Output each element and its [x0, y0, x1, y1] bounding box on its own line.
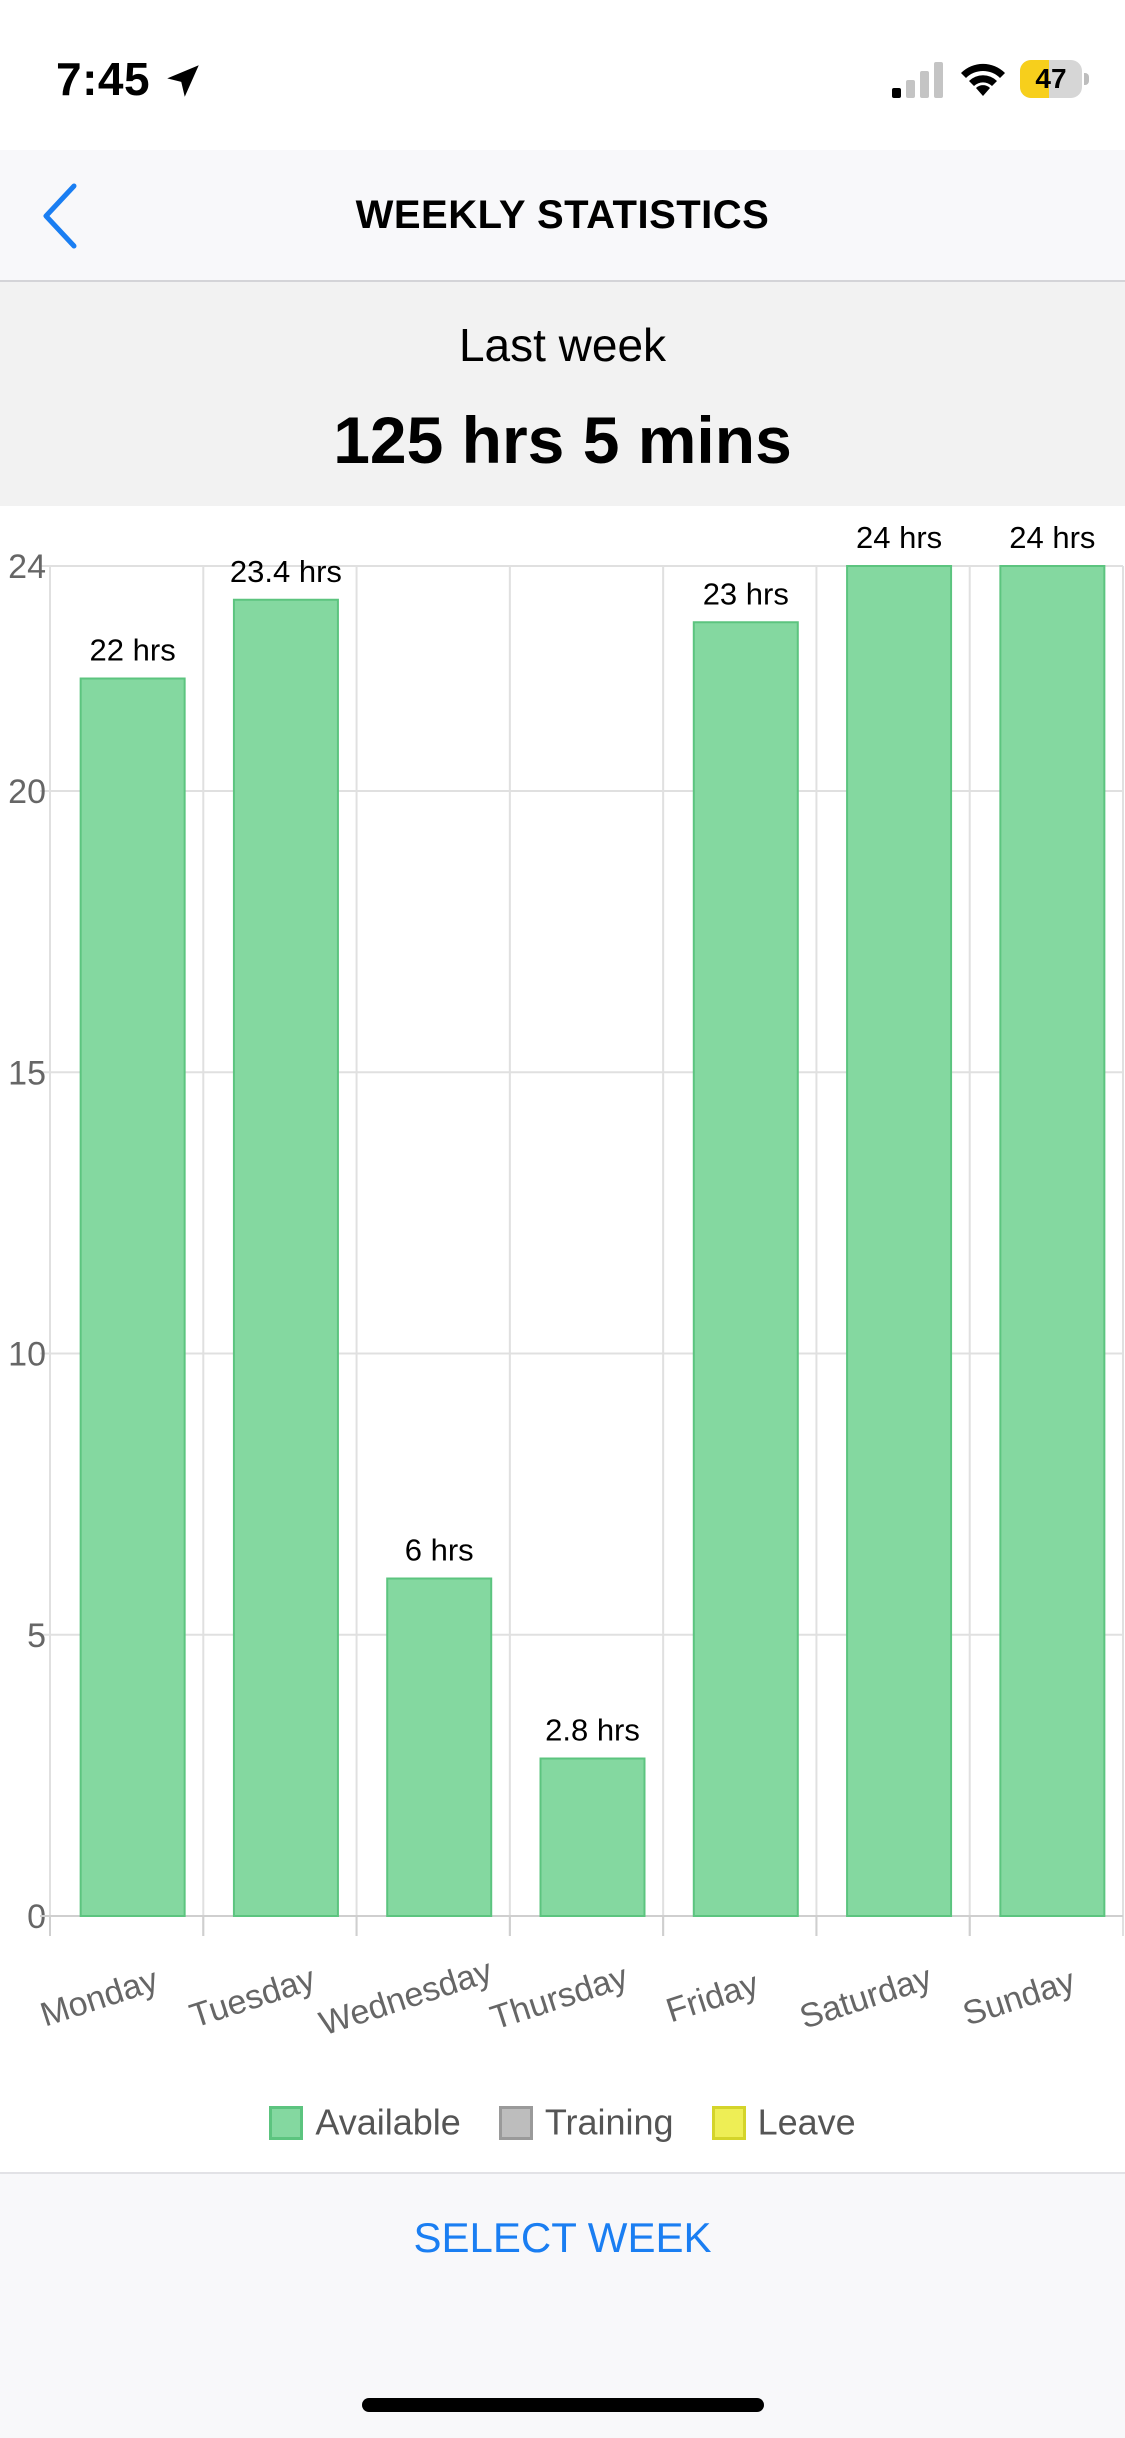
summary-panel: Last week 125 hrs 5 mins [0, 282, 1125, 506]
y-tick-label: 5 [27, 1617, 46, 1655]
status-time: 7:45 [56, 53, 151, 105]
data-label: 23 hrs [703, 576, 789, 611]
y-tick-label: 20 [8, 773, 46, 811]
legend-swatch-available [269, 2105, 304, 2140]
bar-friday [692, 621, 799, 1917]
battery-level: 47 [1035, 63, 1067, 94]
legend-swatch-training [498, 2105, 533, 2140]
weekly-hours-chart: 0 5 10 15 20 24 22 hrs Monday 23.4 hrs Tuesday 6 h… [8, 520, 1124, 2043]
x-tick-label: Tuesday [185, 1960, 320, 2036]
legend-swatch-leave [711, 2105, 746, 2140]
location-arrow-icon [167, 65, 199, 97]
footer-bar: SELECT WEEK [0, 2172, 1125, 2438]
legend-item-leave[interactable]: Leave [711, 2099, 856, 2143]
x-tick-label: Sunday [958, 1962, 1079, 2034]
total-hours: 125 hrs 5 mins [333, 403, 792, 477]
navigation-bar: WEEKLY STATISTICS [0, 150, 1125, 282]
data-label: 2.8 hrs [545, 1713, 640, 1748]
x-tick-label: Saturday [795, 1958, 936, 2036]
cellular-signal-icon [892, 62, 943, 98]
data-label: 24 hrs [1009, 520, 1095, 555]
chevron-left-icon [43, 183, 77, 249]
status-bar: 7:45 47 [0, 0, 1125, 150]
x-tick-label: Wednesday [315, 1952, 497, 2043]
bar-monday [79, 677, 186, 1917]
x-tick-label: Thursday [486, 1958, 633, 2038]
bar-sunday [999, 565, 1106, 1917]
data-label: 24 hrs [856, 520, 942, 555]
bar-saturday [846, 565, 953, 1917]
legend-item-training[interactable]: Training [498, 2099, 674, 2143]
home-indicator [362, 2398, 764, 2412]
wifi-icon [961, 63, 1005, 96]
data-label: 23.4 hrs [230, 554, 342, 589]
back-button[interactable] [30, 178, 100, 254]
legend-label-leave: Leave [757, 2101, 856, 2143]
bar-wednesday [386, 1577, 493, 1917]
select-week-button[interactable]: SELECT WEEK [413, 2214, 712, 2261]
page-title: WEEKLY STATISTICS [355, 193, 770, 237]
y-tick-label: 0 [27, 1898, 46, 1936]
legend-label-available: Available [315, 2101, 461, 2143]
battery-charging-icon: 47 [1020, 60, 1089, 98]
y-tick-label: 24 [8, 548, 46, 586]
y-tick-label: 10 [8, 1336, 46, 1374]
period-label: Last week [458, 319, 667, 371]
data-label: 6 hrs [405, 1533, 474, 1568]
bar-tuesday [232, 598, 339, 1917]
legend-label-training: Training [544, 2101, 674, 2143]
x-tick-label: Friday [662, 1965, 764, 2030]
data-label: 22 hrs [90, 633, 176, 668]
legend-item-available[interactable]: Available [269, 2099, 461, 2143]
y-tick-label: 15 [8, 1054, 46, 1092]
bar-thursday [539, 1757, 646, 1917]
x-tick-label: Monday [36, 1961, 163, 2035]
battery-fill [1020, 60, 1050, 98]
chart-legend: Available Training Leave [0, 2098, 1125, 2154]
